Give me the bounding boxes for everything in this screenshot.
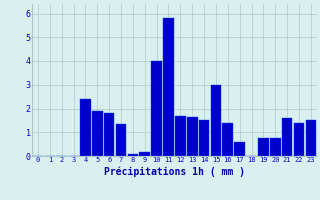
Bar <box>211 85 221 156</box>
Bar <box>116 124 126 156</box>
X-axis label: Précipitations 1h ( mm ): Précipitations 1h ( mm ) <box>104 166 245 177</box>
Bar <box>92 111 103 156</box>
Bar <box>163 18 174 156</box>
Bar <box>140 152 150 156</box>
Bar <box>175 116 186 156</box>
Bar <box>282 118 292 156</box>
Bar <box>258 138 269 156</box>
Bar <box>187 117 197 156</box>
Bar <box>80 99 91 156</box>
Bar <box>222 123 233 156</box>
Bar <box>306 120 316 156</box>
Bar <box>104 113 115 156</box>
Bar <box>234 142 245 156</box>
Bar <box>294 123 304 156</box>
Bar <box>151 61 162 156</box>
Bar <box>128 154 138 156</box>
Bar <box>270 138 281 156</box>
Bar <box>199 120 209 156</box>
